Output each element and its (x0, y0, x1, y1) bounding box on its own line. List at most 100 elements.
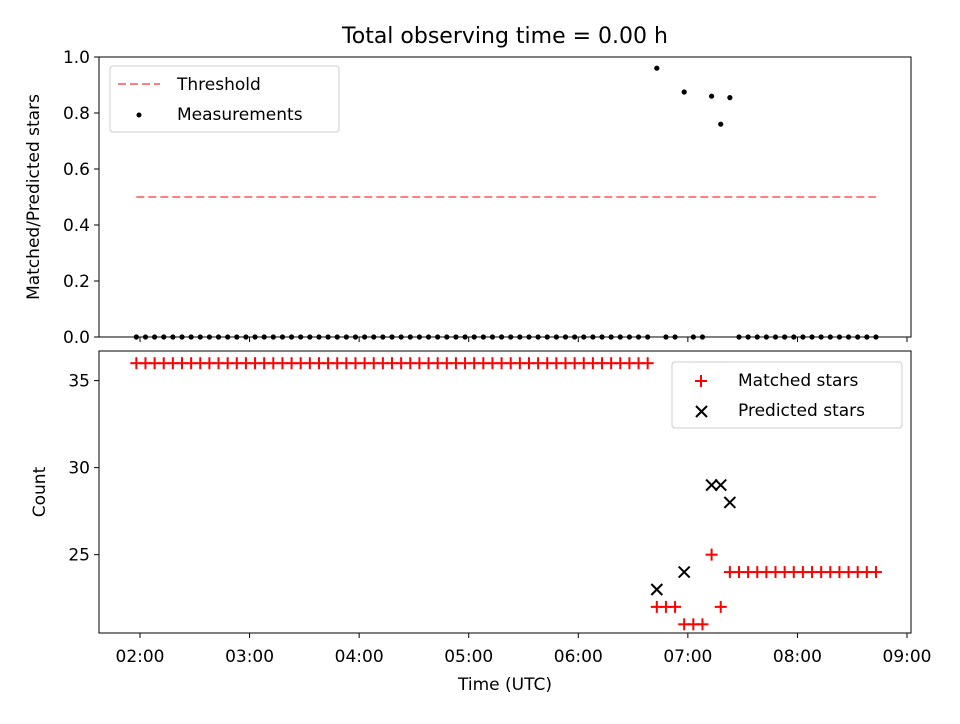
measurement-point (206, 334, 212, 340)
bottom-x-tick-label: 06:00 (554, 647, 603, 667)
measurement-point (727, 95, 733, 101)
measurement-point (681, 89, 687, 95)
threshold-legend-label: Threshold (176, 75, 261, 95)
measurement-point (142, 334, 149, 340)
bottom-y-axis-label: Count (30, 466, 50, 517)
measurement-point (562, 334, 569, 340)
bottom-y-tick-label: 35 (68, 372, 90, 392)
measurement-point (645, 334, 651, 340)
measurement-point (791, 334, 797, 340)
measurement-point (398, 334, 404, 340)
measurement-point (371, 334, 377, 340)
measurement-point (827, 334, 833, 340)
top-panel: Total observing time = 0.00 h Matched/Pr… (24, 24, 912, 348)
bottom-x-tick-label: 07:00 (663, 647, 712, 667)
measurement-point (288, 334, 295, 340)
measurement-point (352, 334, 359, 340)
measurement-point (416, 334, 423, 340)
measurement-point (425, 334, 432, 340)
measurement-point (407, 334, 413, 340)
predicted-star-point (677, 565, 691, 579)
bottom-x-tick-label: 09:00 (883, 647, 932, 667)
measurement-point (544, 334, 550, 340)
top-y-axis-label: Matched/Predicted stars (24, 94, 44, 300)
measurement-point (699, 334, 706, 340)
measurement-point (152, 334, 158, 340)
predicted-star-point (714, 478, 727, 492)
top-y-tick-label: 0.6 (63, 160, 90, 180)
predicted-star-point (705, 478, 718, 492)
measurement-point (197, 334, 203, 340)
measurement-point (343, 334, 349, 340)
predicted-legend-label: Predicted stars (738, 401, 865, 421)
matched-legend-label: Matched stars (738, 371, 858, 391)
matched-legend-swatch (695, 375, 707, 387)
measurement-point (635, 334, 642, 340)
measurement-point (836, 334, 843, 340)
predicted-stars-points (650, 478, 737, 596)
bottom-y-tick-label: 30 (68, 459, 90, 479)
measurement-point (526, 334, 532, 340)
measurement-point (161, 334, 167, 340)
measurement-point (581, 334, 587, 340)
measurement-point (663, 334, 669, 340)
bottom-legend-box (671, 361, 903, 429)
top-x-ticks (139, 337, 908, 342)
bottom-legend: Matched stars Predicted stars (671, 361, 903, 429)
measurement-point (480, 334, 486, 340)
matched-star-point (669, 600, 682, 613)
bottom-x-tick-label: 08:00 (773, 647, 822, 667)
measurement-point (170, 334, 176, 340)
measurement-point (179, 334, 185, 340)
bottom-x-tick-label: 03:00 (225, 647, 274, 667)
measurement-point (626, 334, 633, 340)
measurement-point (718, 121, 724, 127)
bottom-x-tick-label: 05:00 (444, 647, 493, 667)
bottom-x-ticks: 02:00 03:00 04:00 05:00 06:00 07:00 08:00 09:00 (116, 633, 932, 667)
measurement-point (818, 334, 824, 340)
measurement-point (736, 334, 742, 340)
measurement-point (782, 334, 788, 340)
measurement-point (270, 334, 276, 340)
measurement-point (325, 334, 331, 340)
measurement-point (243, 334, 249, 340)
measurement-point (316, 334, 322, 340)
measurement-point (800, 334, 806, 340)
measurement-point (298, 334, 304, 340)
chart-title: Total observing time = 0.00 h (341, 24, 668, 49)
measurement-point (471, 334, 477, 340)
measurement-point (517, 334, 523, 340)
measurement-point (444, 334, 450, 340)
measurement-point (535, 334, 541, 340)
measurement-point (608, 334, 614, 340)
predicted-star-point (650, 583, 664, 596)
measurement-point (654, 65, 660, 71)
measurement-point (234, 334, 240, 340)
matched-star-point (641, 357, 654, 370)
measurement-point (498, 334, 505, 340)
measurement-point (453, 334, 459, 340)
measurement-point (508, 334, 514, 340)
measurement-point (809, 334, 815, 340)
measurement-point (389, 334, 395, 340)
measurement-point (215, 334, 222, 340)
matched-star-point (705, 548, 718, 561)
measurement-point (572, 334, 578, 340)
measurement-point (188, 334, 194, 340)
top-y-tick-label: 0.4 (63, 216, 90, 236)
top-legend: Threshold Measurements (109, 65, 340, 133)
measurement-point (690, 334, 696, 340)
measurement-point (855, 334, 861, 340)
measurements-legend-label: Measurements (177, 105, 303, 125)
measurement-point (745, 334, 751, 340)
top-y-tick-label: 1.0 (63, 48, 90, 68)
top-legend-box (109, 65, 340, 133)
bottom-y-ticks: 25 30 35 (68, 372, 99, 566)
measurement-point (772, 334, 779, 340)
top-y-tick-label: 0.0 (63, 328, 90, 348)
top-y-ticks: 0.0 0.2 0.4 0.6 0.8 1.0 (63, 48, 99, 348)
measurement-point (553, 334, 559, 340)
matched-star-point (696, 618, 709, 631)
